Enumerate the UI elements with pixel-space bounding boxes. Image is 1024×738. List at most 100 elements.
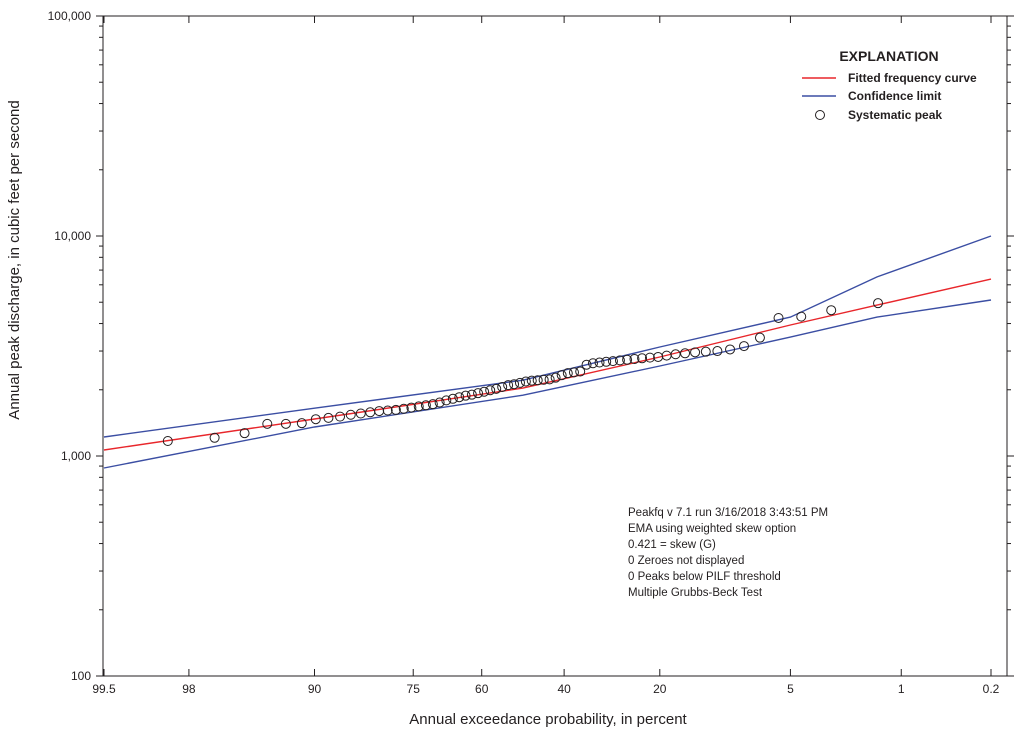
y-tick-label: 100,000: [48, 9, 92, 23]
systematic-peak-point: [773, 312, 784, 323]
systematic-peak-point: [607, 356, 618, 367]
systematic-peak-point: [441, 395, 452, 406]
data-points: [162, 298, 884, 446]
systematic-peak-point: [503, 380, 514, 391]
systematic-peak-point: [629, 354, 640, 364]
tick-labels: 99.5 98 90 75 60 40 20 5 1 0.2 100 1,000 10,000 100,0…: [48, 9, 1000, 696]
x-tick-label: 98: [182, 682, 196, 696]
fitted-frequency-curve-line: [103, 278, 992, 451]
y-tick-label: 10,000: [54, 229, 91, 243]
y-tick-label: 100: [71, 669, 91, 683]
systematic-peak-point: [406, 402, 417, 413]
systematic-peak-point: [514, 377, 525, 388]
systematic-peak-point: [601, 356, 612, 367]
systematic-peak-point: [390, 404, 401, 415]
systematic-peak-point: [556, 370, 567, 381]
note-line: EMA using weighted skew option: [628, 523, 796, 535]
systematic-peak-point: [323, 412, 334, 423]
y-tick-label: 1,000: [61, 449, 91, 463]
legend-title: EXPLANATION: [839, 48, 938, 64]
systematic-peak-point: [365, 407, 376, 418]
systematic-peak-point: [335, 411, 346, 422]
systematic-peak-point: [526, 375, 537, 386]
systematic-peak-point: [680, 348, 691, 359]
systematic-peak-point: [712, 346, 723, 357]
note-line: 0.421 = skew (G): [628, 539, 716, 551]
systematic-peak-point: [398, 403, 409, 414]
x-tick-label: 0.2: [983, 682, 1000, 696]
systematic-peak-point: [509, 379, 520, 390]
systematic-peak-point: [345, 409, 356, 420]
systematic-peak-point: [296, 418, 307, 429]
systematic-peak-point: [739, 341, 750, 352]
systematic-peak-point: [485, 385, 496, 396]
systematic-peak-point: [637, 353, 648, 364]
note-line: Peakfq v 7.1 run 3/16/2018 3:43:51 PM: [628, 507, 828, 519]
systematic-peak-point: [614, 355, 625, 366]
systematic-peak-point: [262, 418, 273, 429]
x-tick-label: 1: [898, 682, 905, 696]
legend: EXPLANATION Fitted frequency curve Confi…: [802, 48, 977, 122]
systematic-peak-point: [644, 352, 655, 363]
x-tick-label: 5: [787, 682, 794, 696]
lower-confidence-limit-line: [103, 299, 992, 469]
x-tick-label: 75: [407, 682, 421, 696]
systematic-peak-point: [594, 357, 605, 368]
legend-label-fitted: Fitted frequency curve: [848, 71, 977, 85]
systematic-peak-point: [622, 354, 633, 365]
systematic-peak-point: [209, 432, 220, 443]
systematic-peak-point: [725, 344, 736, 355]
systematic-peak-point: [466, 389, 477, 400]
x-tick-label: 40: [557, 682, 571, 696]
upper-confidence-limit-line: [103, 235, 992, 438]
series-lines: [103, 235, 992, 469]
note-line: 0 Peaks below PILF threshold: [628, 571, 781, 583]
systematic-peak-point: [420, 400, 431, 411]
systematic-peak-point: [491, 383, 502, 394]
systematic-peak-point: [873, 298, 884, 309]
systematic-peak-point: [581, 359, 592, 370]
x-tick-label: 60: [475, 682, 489, 696]
systematic-peak-point: [826, 305, 837, 316]
legend-label-peak: Systematic peak: [848, 108, 942, 122]
systematic-peak-point: [355, 408, 366, 419]
systematic-peak-point: [473, 388, 484, 399]
systematic-peak-point: [550, 372, 561, 383]
systematic-peak-point: [427, 399, 438, 410]
note-line: 0 Zeroes not displayed: [628, 555, 744, 567]
systematic-peak-point: [690, 347, 701, 358]
systematic-peak-point: [162, 435, 173, 446]
systematic-peak-point: [700, 346, 711, 357]
systematic-peak-point: [447, 393, 458, 404]
systematic-peak-point: [497, 381, 508, 392]
systematic-peak-point: [544, 374, 555, 385]
systematic-peak-point: [587, 358, 598, 369]
x-tick-label: 99.5: [92, 682, 116, 696]
systematic-peak-point: [382, 405, 393, 416]
systematic-peak-point: [239, 428, 250, 439]
systematic-peak-point: [374, 406, 385, 417]
systematic-peak-point: [460, 390, 471, 401]
systematic-peak-point: [434, 397, 445, 408]
systematic-peak-point: [532, 375, 543, 386]
systematic-peak-point: [568, 367, 579, 378]
plot-frame: [102, 15, 1008, 677]
y-axis-label: Annual peak discharge, in cubic feet per…: [6, 100, 23, 419]
axis-ticks: [96, 15, 1014, 677]
x-axis-label: Annual exceedance probability, in percen…: [409, 711, 687, 728]
systematic-peak-point: [562, 368, 573, 379]
systematic-peak-point: [479, 386, 490, 397]
systematic-peak-point: [454, 392, 465, 403]
x-tick-label: 20: [653, 682, 667, 696]
systematic-peak-point: [653, 351, 664, 362]
x-tick-label: 90: [308, 682, 322, 696]
systematic-peak-point: [520, 376, 531, 387]
run-notes: Peakfq v 7.1 run 3/16/2018 3:43:51 PM EM…: [628, 507, 828, 599]
systematic-peak-point: [754, 332, 765, 343]
note-line: Multiple Grubbs-Beck Test: [628, 587, 763, 599]
systematic-peak-point: [310, 414, 321, 425]
systematic-peak-point: [796, 311, 807, 322]
legend-label-confidence: Confidence limit: [848, 89, 941, 103]
systematic-peak-point: [538, 374, 549, 385]
